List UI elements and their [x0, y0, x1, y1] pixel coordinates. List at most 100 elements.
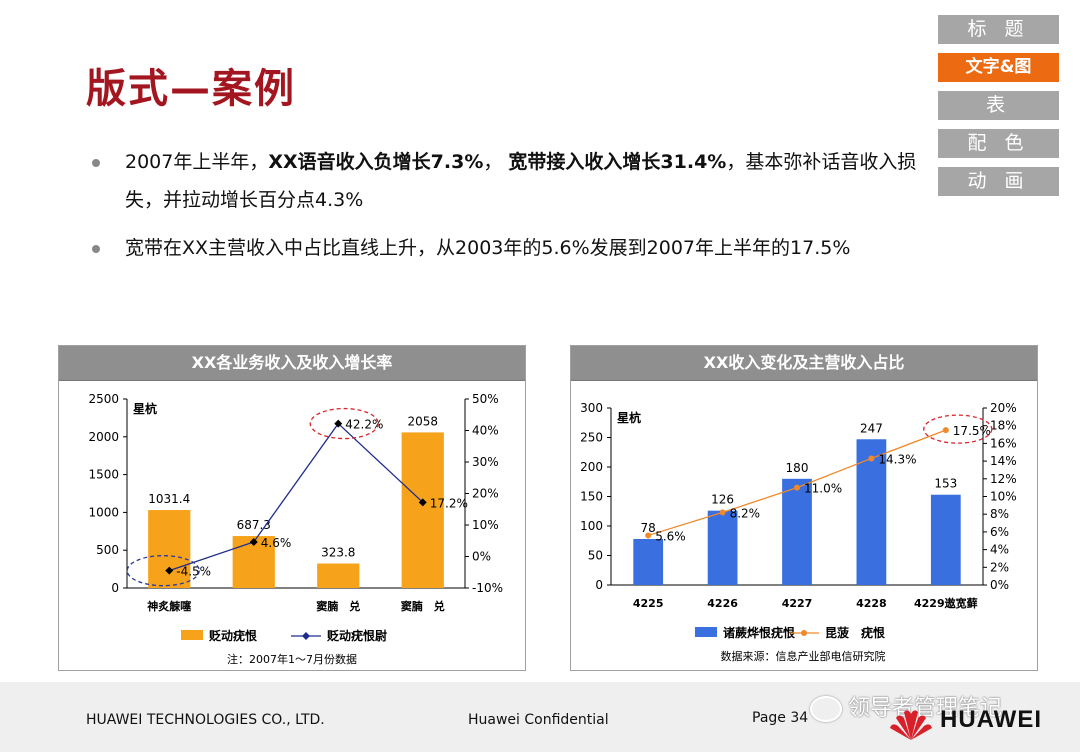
y-tick-label: 300 — [580, 401, 603, 415]
x-category-label: 窦腩 兑 — [401, 599, 445, 613]
bullet-list: 2007年上半年，XX语音收入负增长7.3%， 宽带接入收入增长31.4%，基本… — [90, 143, 930, 277]
legend-swatch-bar — [181, 630, 203, 640]
bar-value-label: 247 — [860, 421, 883, 435]
x-category-label: 4229遨宽藓 — [914, 596, 978, 610]
y2-tick-label: 10% — [990, 490, 1017, 504]
y-tick-label: 0 — [111, 581, 119, 595]
x-category-label: 4225 — [633, 597, 664, 610]
y-tick-label: 2500 — [88, 392, 119, 406]
legend-marker — [801, 630, 807, 636]
x-category-label: 4226 — [707, 597, 738, 610]
line-point — [165, 566, 174, 575]
line-value-label: 17.2% — [430, 496, 468, 510]
bar-value-label: 180 — [786, 461, 809, 475]
line-value-label: 14.3% — [878, 452, 916, 466]
y-tick-label: 1000 — [88, 505, 119, 519]
y-unit-label: 星杭 — [617, 410, 641, 425]
bar — [317, 563, 360, 588]
y-tick-label: 50 — [588, 549, 603, 563]
page-title: 版式—案例 — [86, 66, 296, 112]
huawei-logo-icon — [890, 710, 932, 740]
bar — [401, 432, 444, 588]
legend-marker — [302, 632, 310, 640]
y2-tick-label: 8% — [990, 507, 1009, 521]
y2-tick-label: 18% — [990, 419, 1017, 433]
wechat-icon — [810, 696, 842, 722]
y-tick-label: 0 — [595, 578, 603, 592]
bar-value-label: 687.3 — [237, 518, 271, 532]
y-tick-label: 500 — [96, 543, 119, 557]
bullet-item: 宽带在XX主营收入中占比直线上升，从2003年的5.6%发展到2007年上半年的… — [90, 229, 930, 267]
x-category-label: 窦腩 兑 — [316, 599, 360, 613]
line-point — [719, 509, 726, 516]
y-tick-label: 1500 — [88, 468, 119, 482]
line-point — [794, 484, 800, 491]
y2-tick-label: 40% — [472, 424, 499, 438]
series-line — [169, 422, 424, 572]
y2-tick-label: 20% — [472, 487, 499, 501]
section-nav: 标 题 文字&图 表 配 色 动 画 — [938, 15, 1059, 205]
y2-tick-label: 12% — [990, 472, 1017, 486]
line-value-label: 42.2% — [345, 418, 383, 432]
chart-title: XX各业务收入及收入增长率 — [59, 346, 525, 381]
chart-note: 注：2007年1～7月份数据 — [227, 652, 357, 666]
bar-value-label: 78 — [641, 521, 656, 535]
line-value-label: -4.5% — [176, 565, 211, 579]
line-value-label: 11.0% — [804, 482, 842, 496]
bullet-item: 2007年上半年，XX语音收入负增长7.3%， 宽带接入收入增长31.4%，基本… — [90, 143, 930, 219]
footer-page-number: Page 34 — [752, 710, 809, 726]
line-value-label: 17.5% — [953, 424, 991, 438]
bar — [930, 494, 961, 585]
bullet-dot-icon — [92, 245, 100, 253]
footer-company: HUAWEI TECHNOLOGIES CO., LTD. — [86, 712, 325, 728]
nav-item-animation[interactable]: 动 画 — [938, 167, 1059, 196]
y2-tick-label: -10% — [472, 581, 503, 595]
x-category-label: 4228 — [856, 597, 887, 610]
nav-item-table[interactable]: 表 — [938, 91, 1059, 120]
legend-label-line: 贬动疣恨尉 — [327, 628, 387, 643]
bar — [856, 439, 887, 585]
bullet-dot-icon — [92, 159, 100, 167]
legend-label-bar: 贬动疣恨 — [209, 628, 257, 643]
chart-panel-revenue-share: XX收入变化及主营收入占比 300 250 200 150 100 50 0 20% 18% 16… — [570, 345, 1038, 671]
line-value-label: 4.6% — [261, 536, 292, 550]
nav-item-color[interactable]: 配 色 — [938, 129, 1059, 158]
bar — [633, 538, 664, 585]
y2-tick-label: 50% — [472, 392, 499, 406]
chart-title: XX收入变化及主营收入占比 — [571, 346, 1037, 381]
line-value-label: 5.6% — [655, 529, 686, 543]
y-unit-label: 星杭 — [133, 401, 157, 416]
x-category-label: 神炙觫噻 — [147, 599, 192, 613]
line-point — [249, 538, 258, 547]
chart-revenue-growth: 2500 2000 1500 1000 500 0 50% 40% 30% 20% 10% 0% -10… — [88, 392, 503, 666]
y2-tick-label: 2% — [990, 560, 1009, 574]
nav-item-text-graphics[interactable]: 文字&图 — [938, 53, 1059, 82]
bar-value-label: 153 — [934, 477, 957, 491]
y2-tick-label: 14% — [990, 454, 1017, 468]
legend-label-bar: 诸蕨烨恨疣恨 — [723, 625, 795, 640]
line-point — [942, 427, 949, 434]
y-tick-label: 100 — [580, 519, 603, 533]
legend-swatch-bar — [695, 627, 717, 637]
line-point — [868, 455, 875, 462]
y2-tick-label: 0% — [472, 550, 491, 564]
y2-tick-label: 30% — [472, 455, 499, 469]
chart-revenue-share: 300 250 200 150 100 50 0 20% 18% 16% 14% 12% 10% 8% 6%… — [580, 401, 1017, 663]
nav-item-title[interactable]: 标 题 — [938, 15, 1059, 44]
y2-tick-label: 0% — [990, 578, 1009, 592]
line-point — [334, 419, 343, 428]
legend-label-line: 昆菠 疣恨 — [825, 625, 885, 640]
bar-value-label: 1031.4 — [148, 492, 190, 506]
line-point — [645, 532, 652, 539]
bar — [707, 510, 738, 585]
chart-panel-revenue-growth: XX各业务收入及收入增长率 2500 2000 1500 1000 500 0 50% 40%… — [58, 345, 526, 671]
highlight-ellipse — [923, 414, 993, 444]
footer-confidential: Huawei Confidential — [468, 712, 609, 728]
bar-value-label: 126 — [711, 493, 734, 507]
x-category-label: 4227 — [782, 597, 813, 610]
y-tick-label: 150 — [580, 490, 603, 504]
line-value-label: 8.2% — [730, 506, 761, 520]
huawei-logo-text: HUAWEI — [940, 706, 1042, 733]
y2-tick-label: 10% — [472, 518, 499, 532]
bar — [148, 510, 191, 588]
